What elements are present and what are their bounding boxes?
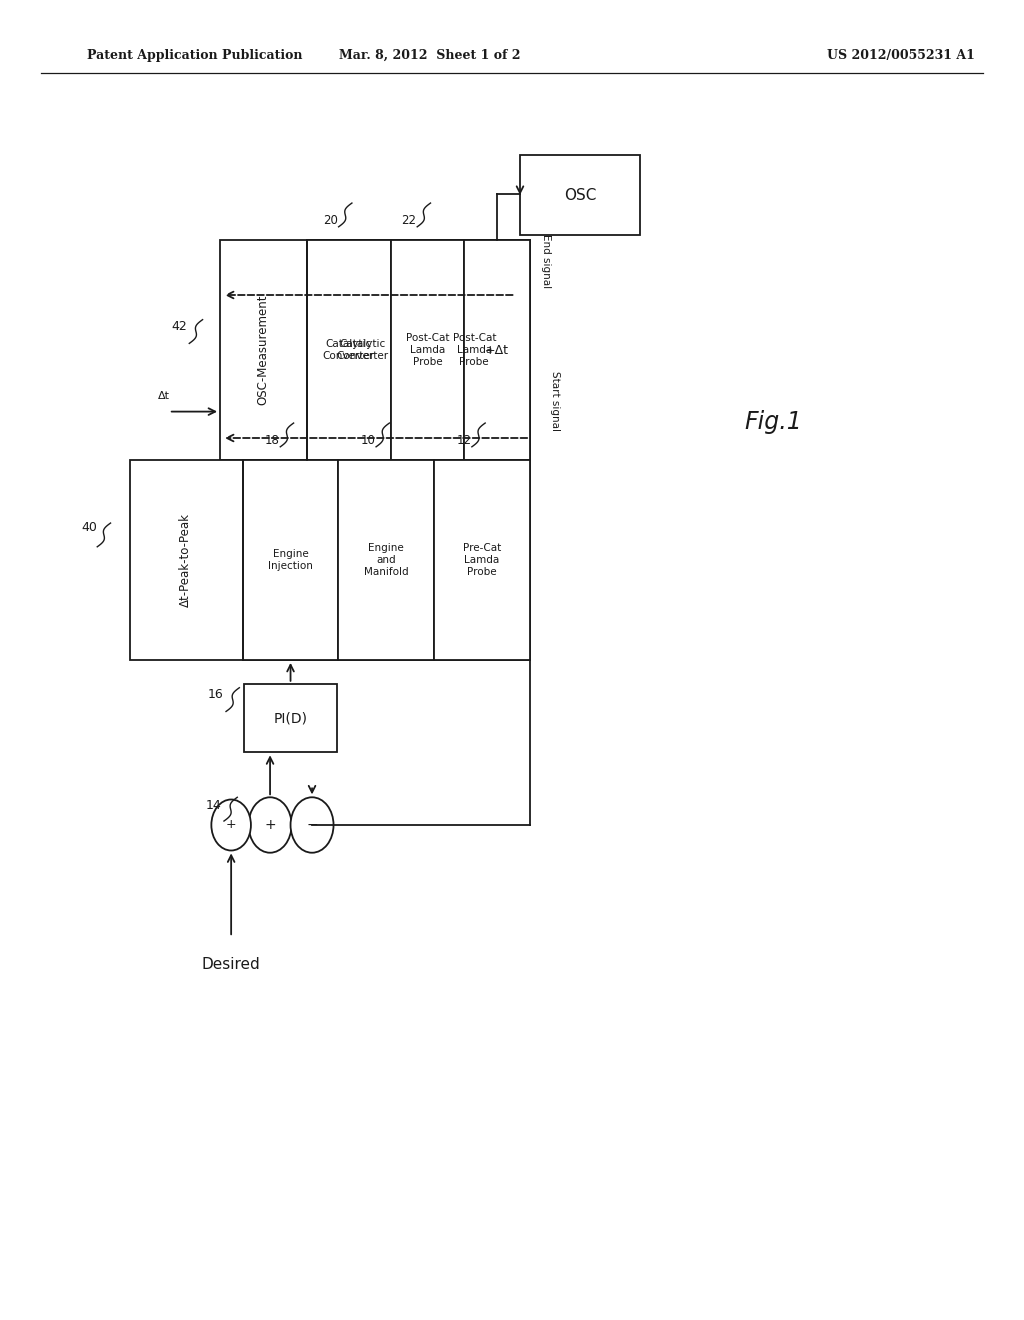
Text: 12: 12	[456, 434, 471, 446]
Bar	[464, 240, 530, 459]
Text: Post-Cat
Lamda
Probe: Post-Cat Lamda Probe	[453, 334, 496, 367]
Text: Δt: Δt	[158, 391, 170, 401]
Bar	[434, 459, 530, 660]
Bar	[130, 459, 530, 660]
Text: +: +	[226, 818, 237, 832]
Bar	[245, 684, 337, 752]
Text: 14: 14	[206, 799, 221, 812]
Text: US 2012/0055231 A1: US 2012/0055231 A1	[827, 49, 975, 62]
Bar	[220, 240, 530, 459]
Text: PI(D): PI(D)	[273, 711, 307, 725]
Text: 42: 42	[171, 319, 187, 333]
Text: Catalytic
Converter: Catalytic Converter	[323, 339, 375, 360]
Text: Patent Application Publication: Patent Application Publication	[87, 49, 302, 62]
Text: Start signal: Start signal	[551, 371, 560, 432]
Text: Fig.1: Fig.1	[744, 411, 802, 434]
Text: Mar. 8, 2012  Sheet 1 of 2: Mar. 8, 2012 Sheet 1 of 2	[339, 49, 521, 62]
Text: Post-Cat
Lamda
Probe: Post-Cat Lamda Probe	[406, 334, 450, 367]
Text: 40: 40	[81, 520, 97, 533]
Text: Desired: Desired	[202, 957, 260, 972]
Circle shape	[211, 800, 251, 850]
Text: −: −	[306, 818, 317, 832]
Text: OSC: OSC	[564, 187, 596, 202]
Text: +Δt: +Δt	[485, 343, 509, 356]
Text: OSC-Measurement: OSC-Measurement	[256, 294, 269, 405]
Bar	[390, 240, 464, 459]
Text: 10: 10	[360, 434, 376, 446]
Text: End signal: End signal	[541, 234, 551, 288]
Circle shape	[291, 797, 334, 853]
Text: Engine
Injection: Engine Injection	[268, 549, 313, 570]
Circle shape	[249, 797, 292, 853]
Text: Pre-Cat
Lamda
Probe: Pre-Cat Lamda Probe	[463, 544, 501, 577]
Bar	[520, 154, 640, 235]
Text: 22: 22	[401, 214, 417, 227]
Text: +: +	[264, 818, 275, 832]
Text: 16: 16	[208, 688, 223, 701]
Text: Δt-Peak-to-Peak: Δt-Peak-to-Peak	[179, 513, 191, 607]
Text: 18: 18	[264, 434, 280, 446]
Bar	[243, 459, 338, 660]
Bar	[307, 240, 390, 459]
Text: Engine
and
Manifold: Engine and Manifold	[364, 544, 409, 577]
Bar	[419, 240, 530, 459]
Bar	[307, 240, 419, 459]
Text: 20: 20	[323, 214, 338, 227]
Bar	[338, 459, 434, 660]
Text: Catalytic
Converter: Catalytic Converter	[337, 339, 389, 360]
